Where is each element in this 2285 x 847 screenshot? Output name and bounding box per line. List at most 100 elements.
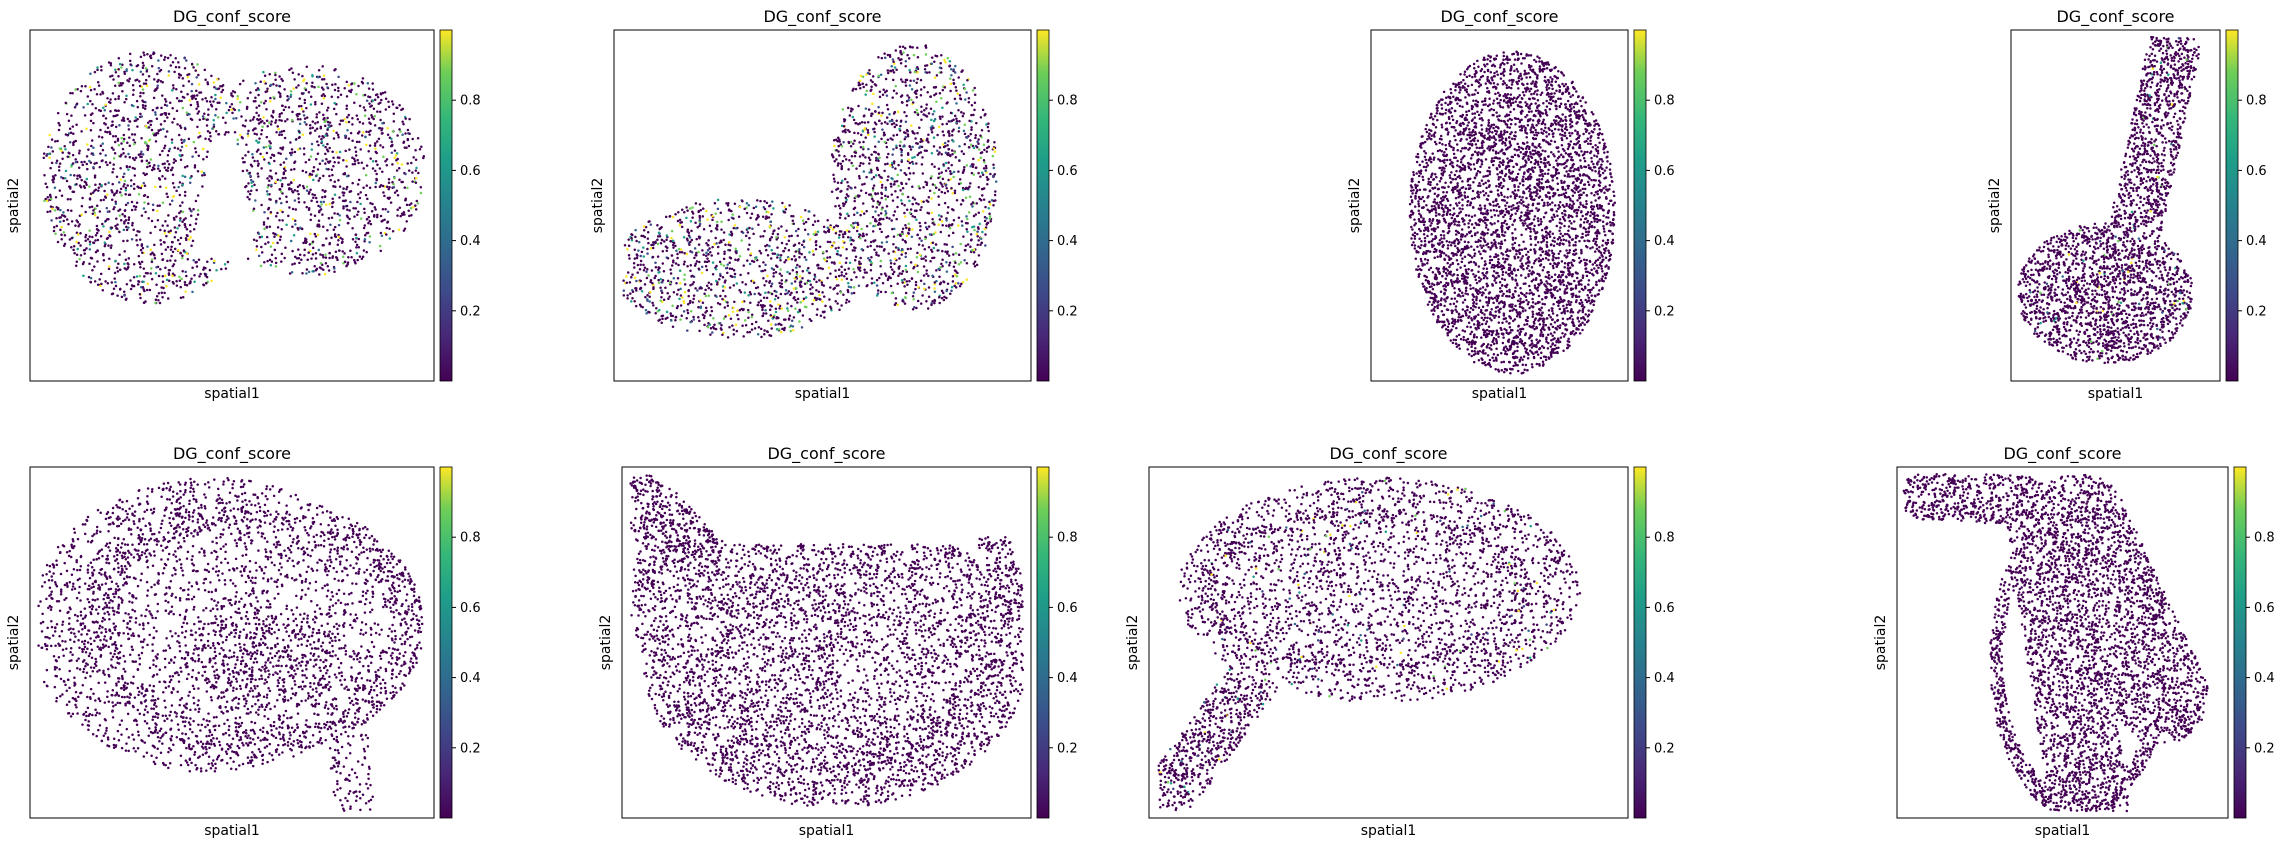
scatter-point (736, 330, 739, 333)
scatter-point (931, 211, 934, 214)
scatter-point (685, 217, 688, 220)
scatter-point (84, 85, 87, 88)
scatter-point (853, 249, 856, 252)
scatter-point (89, 240, 92, 243)
scatter-point (138, 280, 141, 283)
scatter-point (987, 139, 990, 142)
scatter-point (302, 242, 305, 245)
scatter-point (111, 198, 114, 201)
scatter-point (769, 308, 772, 311)
scatter-point (394, 149, 397, 152)
scatter-point (936, 149, 939, 152)
scatter-point (723, 317, 726, 320)
scatter-point (958, 145, 961, 148)
scatter-point (907, 133, 910, 136)
scatter-point (168, 150, 171, 153)
scatter-point (930, 304, 933, 307)
scatter-point (950, 187, 953, 190)
scatter-point (835, 149, 838, 152)
scatter-point (268, 207, 271, 210)
scatter-point (915, 162, 918, 165)
scatter-point (795, 287, 798, 290)
scatter-point (947, 161, 950, 164)
scatter-point (390, 145, 393, 148)
scatter-point (211, 105, 214, 108)
scatter-point (195, 98, 198, 101)
scatter-point (270, 84, 273, 87)
scatter-point (702, 301, 705, 304)
scatter-point (842, 246, 845, 249)
scatter-point (55, 196, 58, 199)
scatter-point (327, 265, 330, 268)
scatter-point (949, 154, 952, 157)
scatter-point (992, 204, 995, 207)
scatter-point (935, 243, 938, 246)
scatter-point (938, 204, 941, 207)
scatter-point (236, 139, 239, 142)
scatter-point (193, 274, 196, 277)
scatter-point (359, 255, 362, 258)
scatter-point (894, 257, 897, 260)
scatter-point (321, 140, 324, 143)
scatter-point (347, 222, 350, 225)
scatter-point (337, 136, 340, 139)
scatter-point (188, 138, 191, 141)
scatter-point (275, 131, 278, 134)
scatter-point (927, 134, 930, 137)
scatter-point (73, 245, 76, 248)
scatter-point (406, 187, 409, 190)
scatter-point (920, 88, 923, 91)
scatter-point (190, 175, 193, 178)
scatter-point (385, 233, 388, 236)
scatter-point (815, 233, 818, 236)
scatter-point (911, 88, 914, 91)
scatter-point (138, 193, 141, 196)
scatter-point (344, 260, 347, 263)
scatter-point (106, 164, 109, 167)
scatter-point (796, 271, 799, 274)
scatter-point (142, 64, 145, 67)
scatter-point (127, 263, 130, 266)
scatter-point (176, 110, 179, 113)
scatter-point (831, 190, 834, 193)
scatter-point (890, 285, 893, 288)
scatter-point (775, 291, 778, 294)
scatter-point (49, 210, 52, 213)
scatter-point (138, 255, 141, 258)
scatter-point (840, 274, 843, 277)
scatter-point (839, 262, 842, 265)
scatter-point (100, 69, 103, 72)
scatter-point (206, 150, 209, 153)
scatter-point (70, 246, 73, 249)
scatter-point (636, 257, 639, 260)
scatter-point (227, 131, 230, 134)
scatter-point (274, 121, 277, 124)
scatter-point (904, 81, 907, 84)
scatter-point (246, 196, 249, 199)
scatter-point (108, 231, 111, 234)
scatter-point (194, 147, 197, 150)
scatter-point (61, 158, 64, 161)
scatter-point (317, 179, 320, 182)
scatter-point (363, 240, 366, 243)
scatter-point (909, 212, 912, 215)
scatter-point (148, 75, 151, 78)
scatter-point (655, 266, 658, 269)
scatter-point (796, 234, 799, 237)
scatter-point (272, 110, 275, 113)
scatter-point (880, 73, 883, 76)
scatter-point (902, 239, 905, 242)
scatter-point (925, 103, 928, 106)
scatter-point (715, 268, 718, 271)
scatter-point (759, 235, 762, 238)
scatter-point (865, 285, 868, 288)
scatter-point (911, 46, 914, 49)
scatter-point (181, 201, 184, 204)
scatter-point (386, 127, 389, 130)
scatter-point (78, 149, 81, 152)
scatter-point (387, 134, 390, 137)
scatter-point (380, 215, 383, 218)
scatter-point (321, 196, 324, 199)
scatter-point (374, 144, 377, 147)
scatter-point (281, 130, 284, 133)
